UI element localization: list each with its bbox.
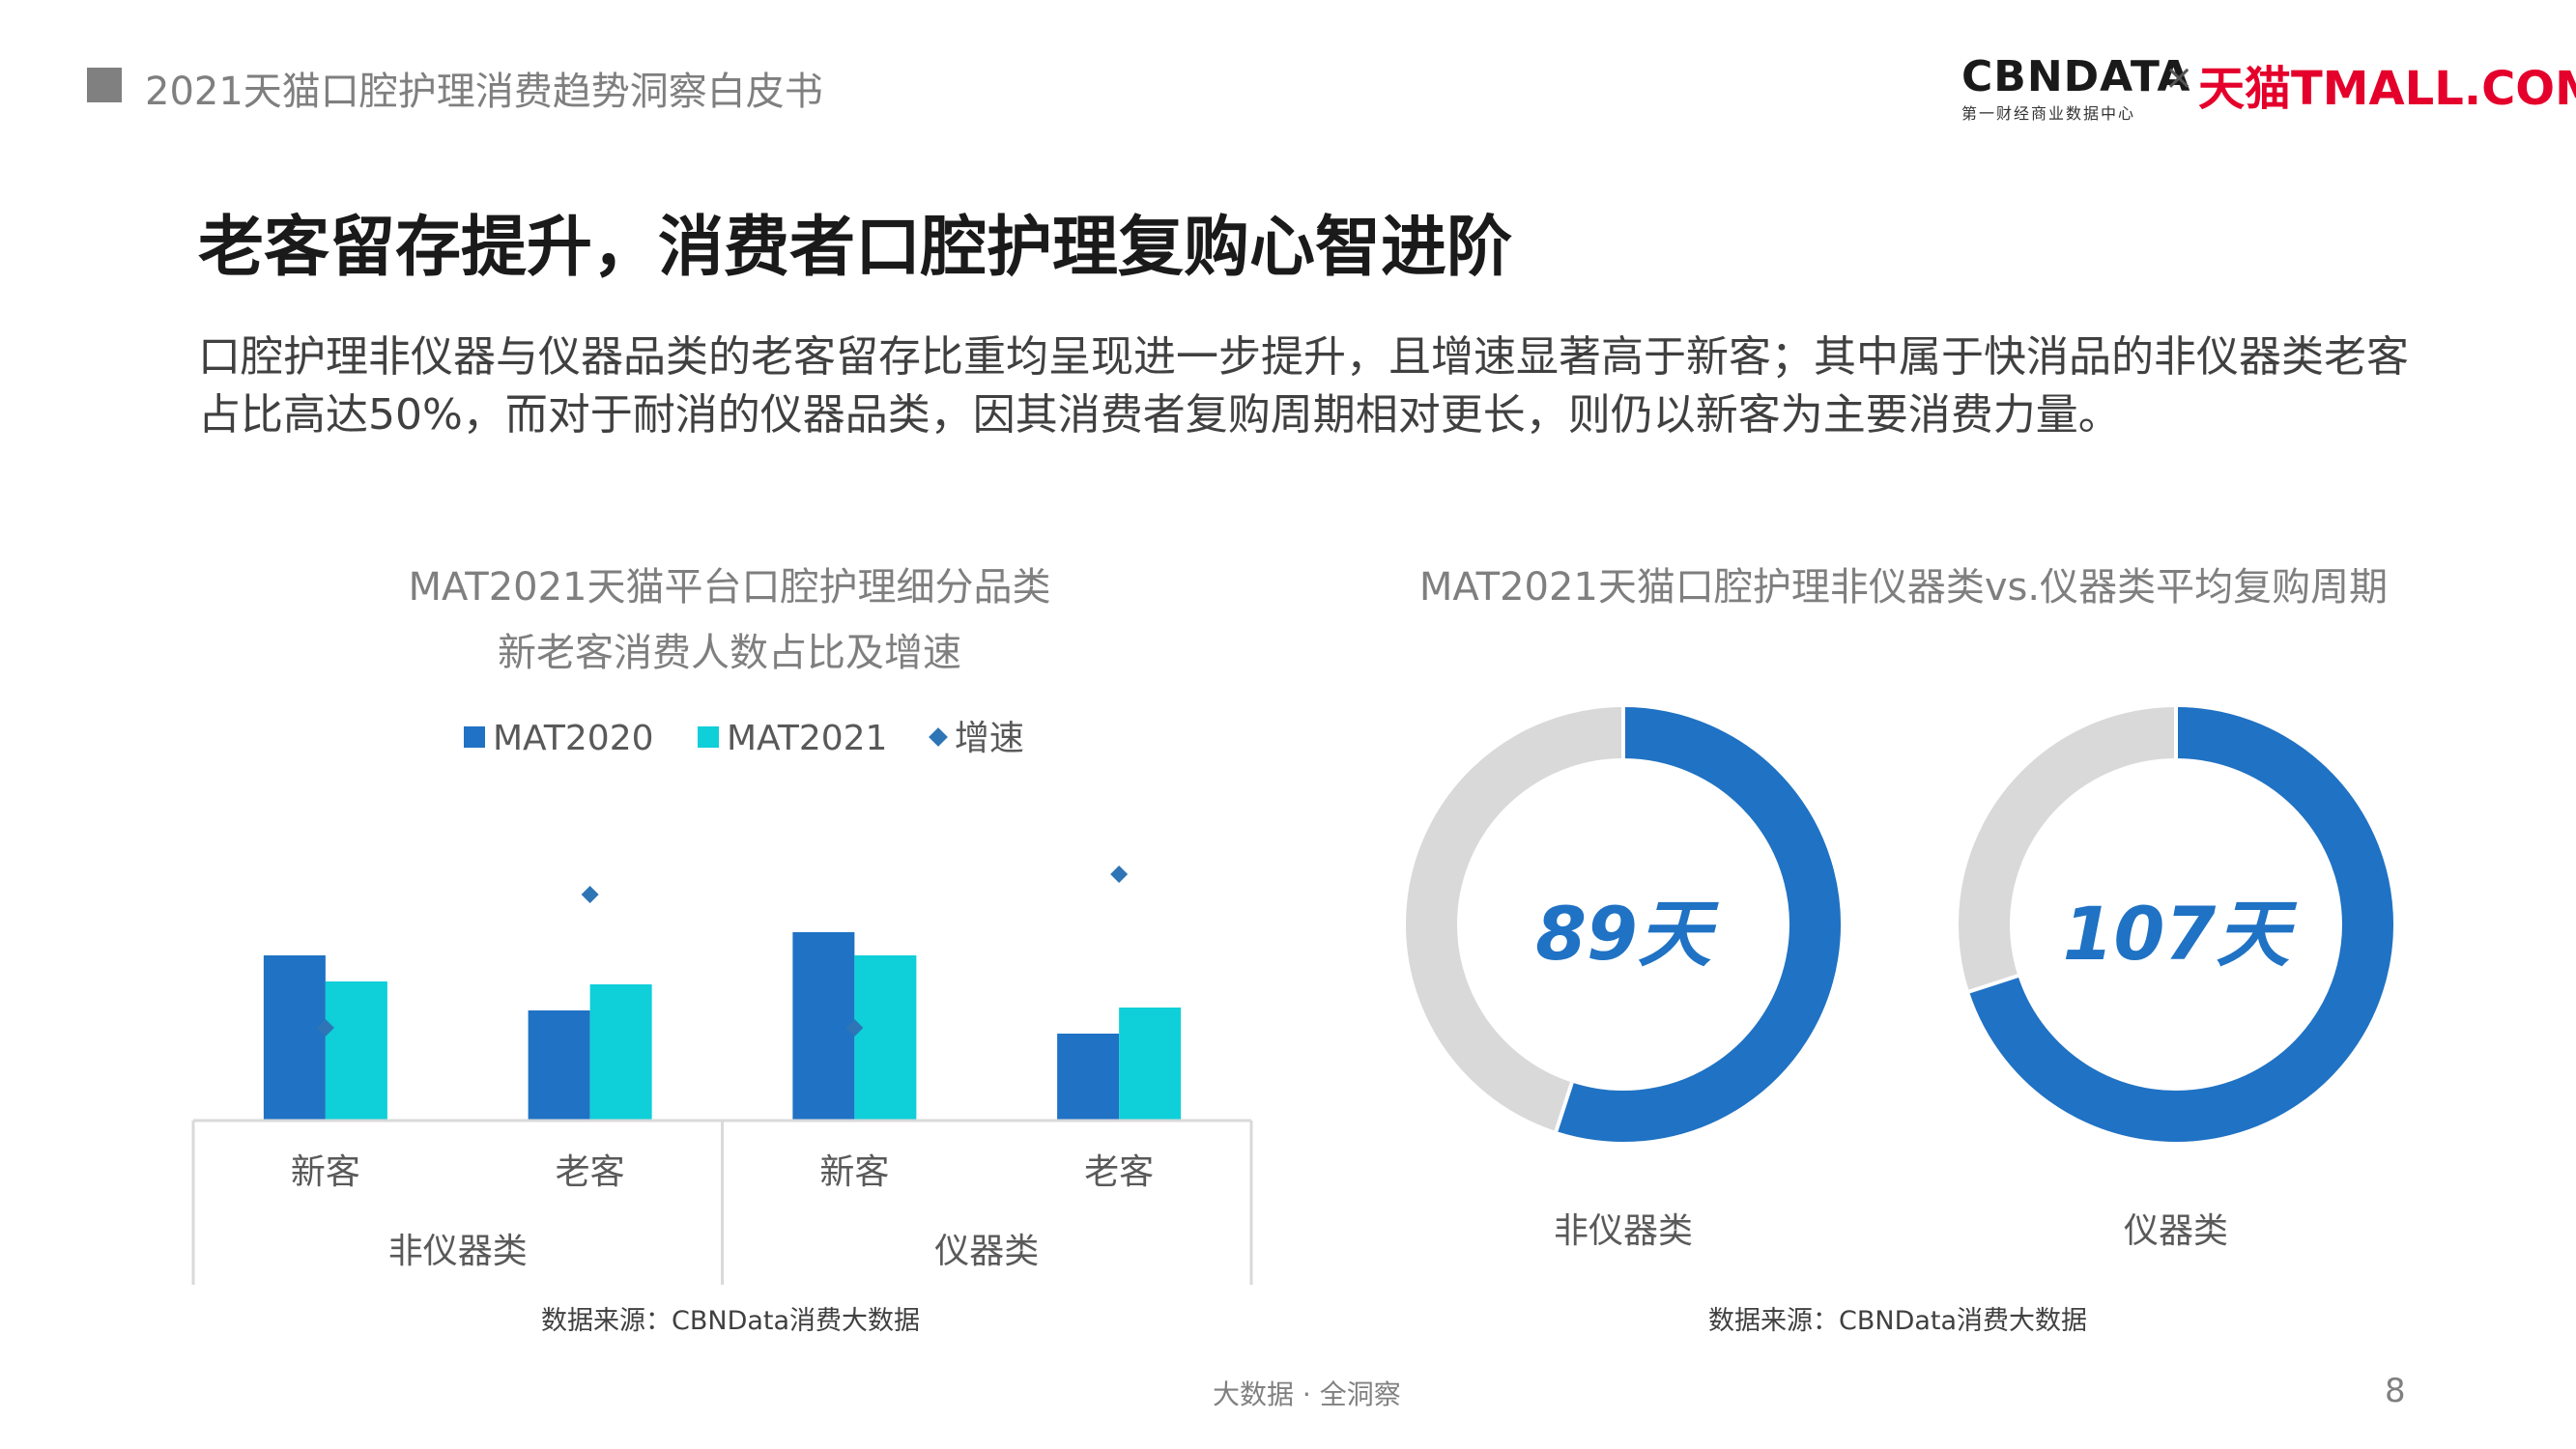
growth-marker [1110, 866, 1129, 883]
donut-value-label-non-device: 89天 [1535, 891, 1711, 977]
footer-tagline: 大数据 · 全洞察 [1213, 1378, 1401, 1410]
legend-swatch-mat2020 [464, 726, 485, 748]
bar-mat2020 [1057, 1034, 1120, 1121]
donut-chart-source: 数据来源：CBNData消费大数据 [1708, 1306, 2088, 1336]
bar-mat2020 [792, 932, 855, 1121]
legend-label-growth: 增速 [954, 719, 1024, 758]
cbndata-logo: CBNDATA [1961, 52, 2191, 101]
x-tick-label: 新客 [291, 1152, 360, 1192]
donut-value-label-device: 107天 [2062, 891, 2290, 977]
group-label: 仪器类 [934, 1232, 1039, 1271]
x-tick-label: 老客 [556, 1152, 625, 1192]
legend-item-mat2020: MAT2020 [464, 719, 654, 758]
bar-mat2020 [263, 955, 326, 1121]
group-label: 非仪器类 [388, 1232, 528, 1271]
legend-item-growth: 增速 [929, 710, 1024, 760]
donut-separator [1968, 974, 2019, 994]
legend-label-mat2021: MAT2021 [726, 719, 888, 758]
x-tick-label: 新客 [819, 1152, 889, 1192]
donut-category-device: 仪器类 [2123, 1211, 2228, 1251]
growth-marker [845, 1019, 864, 1037]
growth-marker [316, 1019, 334, 1037]
slide-title: 老客留存提升，消费者口腔护理复购心智进阶 [198, 210, 1513, 286]
legend-swatch-mat2021 [697, 726, 719, 748]
donut-fill-arc [1969, 707, 2393, 1142]
donut-separator [1554, 1081, 1574, 1132]
bar-chart-subtitle: 新老客消费人数占比及增速 [498, 631, 961, 675]
donut-category-non-device: 非仪器类 [1553, 1211, 1693, 1251]
bar-mat2021 [325, 981, 387, 1121]
bar-mat2021 [1119, 1008, 1182, 1121]
growth-marker [581, 886, 599, 903]
donut-fill-arc [1556, 707, 1841, 1142]
logo-separator: × [2164, 58, 2194, 98]
bar-chart-source: 数据来源：CBNData消费大数据 [541, 1306, 921, 1336]
legend-item-mat2021: MAT2021 [697, 719, 888, 758]
bar-mat2021 [589, 984, 652, 1121]
header-square-icon [87, 68, 122, 102]
bar-mat2020 [528, 1010, 590, 1121]
cbndata-logo-subtitle: 第一财经商业数据中心 [1961, 104, 2136, 123]
donut-chart-title: MAT2021天猫口腔护理非仪器类vs.仪器类平均复购周期 [1418, 565, 2389, 610]
tmall-logo: 天猫TMALL.COM [2198, 62, 2576, 116]
report-title: 2021天猫口腔护理消费趋势洞察白皮书 [145, 70, 823, 114]
bar-mat2021 [854, 955, 917, 1121]
bar-chart-legend: MAT2020 MAT2021 增速 [464, 710, 1057, 760]
x-tick-label: 老客 [1084, 1152, 1154, 1192]
legend-label-mat2020: MAT2020 [493, 719, 654, 758]
bar-chart-title: MAT2021天猫平台口腔护理细分品类 [408, 565, 1051, 610]
slide-description: 口腔护理非仪器与仪器品类的老客留存比重均呈现进一步提升，且增速显著高于新客；其中… [198, 332, 2409, 440]
page-number: 8 [2385, 1372, 2406, 1410]
